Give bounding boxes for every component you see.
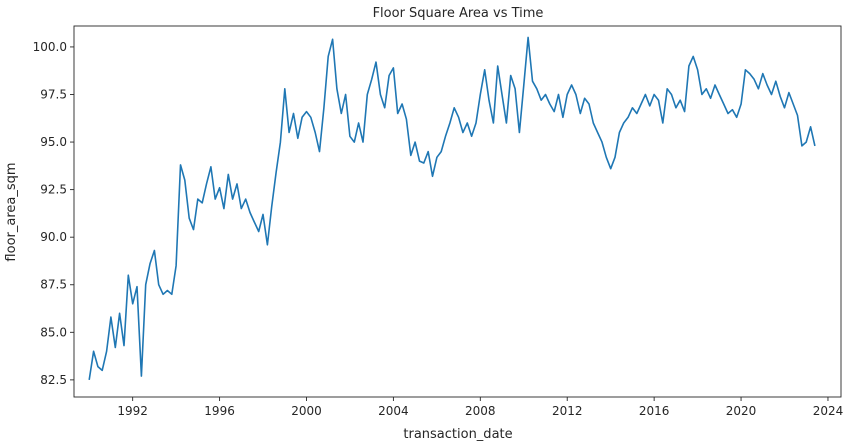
y-tick-label: 97.5 xyxy=(40,87,67,101)
x-tick-label: 2012 xyxy=(552,404,583,418)
x-tick-label: 2008 xyxy=(465,404,496,418)
x-axis: 1992 1996 2000 2004 2008 2012 2016 2020 2024 xyxy=(117,397,843,418)
x-tick-label: 2004 xyxy=(378,404,409,418)
y-tick-label: 85.0 xyxy=(40,325,67,339)
x-tick-label: 2020 xyxy=(726,404,757,418)
x-tick-label: 2016 xyxy=(639,404,670,418)
y-tick-label: 95.0 xyxy=(40,135,67,149)
y-tick-label: 82.5 xyxy=(40,373,67,387)
plot-area xyxy=(73,25,842,398)
x-tick-label: 1996 xyxy=(204,404,235,418)
y-axis: 82.5 85.0 87.5 90.0 92.5 95.0 97.5 100.0 xyxy=(33,40,74,387)
x-tick-label: 1992 xyxy=(117,404,148,418)
series-line-floor-area xyxy=(88,36,816,381)
chart-title: Floor Square Area vs Time xyxy=(373,6,544,21)
y-axis-label: floor_area_sqm xyxy=(4,162,19,261)
y-tick-label: 92.5 xyxy=(40,183,67,197)
y-tick-label: 90.0 xyxy=(40,230,67,244)
y-tick-label: 100.0 xyxy=(33,40,67,54)
y-tick-label: 87.5 xyxy=(40,278,67,292)
x-axis-label: transaction_date xyxy=(403,427,512,442)
x-tick-label: 2000 xyxy=(291,404,322,418)
x-tick-label: 2024 xyxy=(813,404,843,418)
